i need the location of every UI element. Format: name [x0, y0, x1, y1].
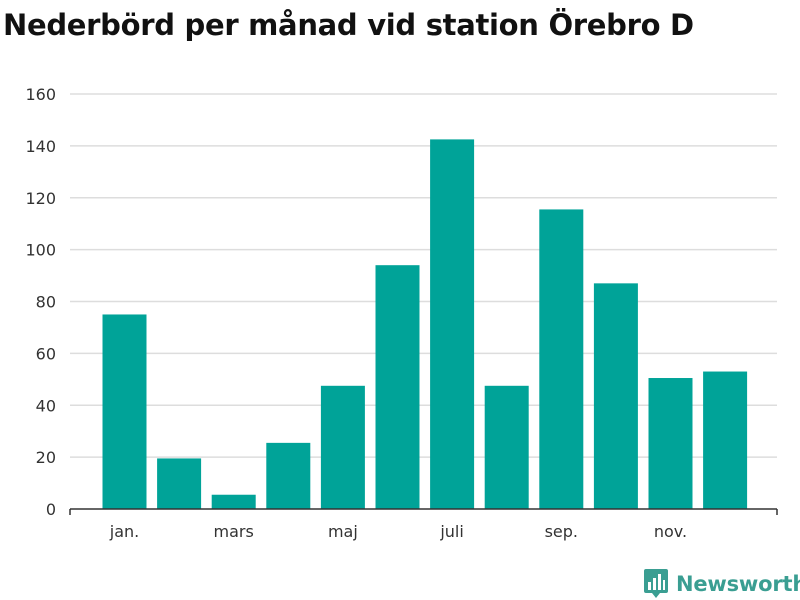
bar-jan	[102, 314, 147, 509]
x-tick-label-jan: jan.	[109, 522, 139, 541]
bar-okt	[593, 283, 638, 509]
y-tick-label-0: 0	[46, 500, 56, 519]
x-tick-label-mars: mars	[214, 522, 254, 541]
bar-dec	[703, 371, 748, 509]
y-tick-label-160: 160	[25, 85, 56, 104]
x-tick-label-nov: nov.	[654, 522, 687, 541]
bar-juli	[430, 139, 475, 509]
y-tick-label-120: 120	[25, 189, 56, 208]
grid-lines	[70, 93, 777, 458]
x-axis	[69, 508, 778, 515]
bar-feb	[157, 458, 202, 509]
brand-name: Newsworthy	[676, 572, 800, 596]
chart-title: Nederbörd per månad vid station Örebro D	[3, 8, 694, 42]
bars	[102, 139, 748, 509]
y-tick-label-80: 80	[36, 293, 56, 312]
bar-juni	[375, 265, 420, 509]
newsworthy-brand[interactable]: Newsworthy	[644, 568, 800, 600]
x-tick-label-juli: juli	[439, 522, 463, 541]
bar-maj	[320, 385, 365, 509]
y-tick-label-140: 140	[25, 137, 56, 156]
bar-apr	[266, 442, 311, 509]
x-axis-ticks: jan. mars maj juli sep. nov.	[109, 522, 687, 541]
y-tick-label-40: 40	[36, 396, 56, 415]
bar-mars	[211, 494, 256, 509]
y-axis-ticks: 0 20 40 60 80 100 120 140 160	[25, 85, 56, 519]
newsworthy-logo-icon	[644, 569, 668, 598]
bar-nov	[648, 378, 693, 509]
x-tick-label-maj: maj	[328, 522, 358, 541]
x-tick-label-sep: sep.	[545, 522, 578, 541]
y-tick-label-20: 20	[36, 448, 56, 467]
bar-aug	[484, 385, 529, 509]
bar-sep	[539, 209, 584, 509]
y-tick-label-100: 100	[25, 241, 56, 260]
y-tick-label-60: 60	[36, 344, 56, 363]
